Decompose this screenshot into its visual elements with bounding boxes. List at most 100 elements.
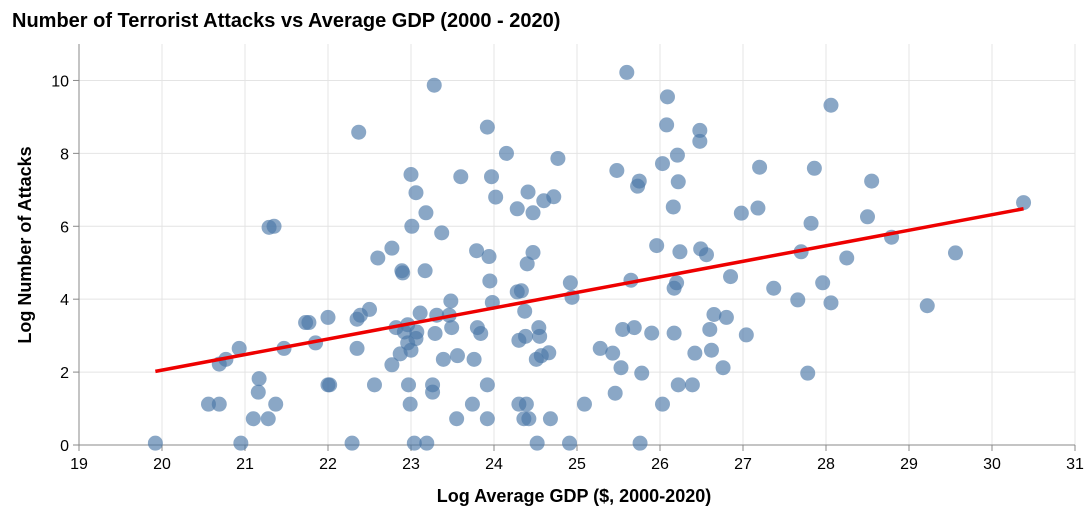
grid-lines — [78, 44, 1076, 446]
data-point — [344, 435, 360, 451]
y-tick-label: 4 — [60, 292, 69, 309]
y-tick-label: 0 — [60, 438, 69, 455]
data-point — [532, 328, 548, 344]
x-tick-label: 29 — [900, 456, 918, 473]
data-point — [525, 245, 541, 261]
trend-line — [155, 207, 1024, 374]
data-point — [260, 411, 276, 427]
data-point — [706, 306, 722, 322]
data-point — [541, 345, 557, 361]
data-point — [615, 321, 631, 337]
data-point — [395, 265, 411, 281]
data-point — [233, 435, 249, 451]
data-point — [464, 396, 480, 412]
x-axis-title: Log Average GDP ($, 2000-2020) — [437, 486, 711, 506]
data-point — [404, 218, 420, 234]
data-point — [529, 435, 545, 451]
x-tick-label: 26 — [651, 456, 669, 473]
data-point — [519, 256, 535, 272]
data-point — [479, 411, 495, 427]
data-point — [718, 309, 734, 325]
data-point — [692, 133, 708, 149]
data-point — [669, 147, 685, 163]
data-point — [434, 225, 450, 241]
data-point — [521, 411, 537, 427]
data-point — [672, 244, 688, 260]
data-point — [659, 89, 675, 105]
data-point — [301, 315, 317, 331]
data-point — [408, 185, 424, 201]
data-point — [211, 396, 227, 412]
data-point — [670, 174, 686, 190]
trend-line-group — [155, 207, 1024, 374]
data-point — [449, 411, 465, 427]
data-point — [322, 377, 338, 393]
data-point — [484, 169, 500, 185]
data-point — [823, 295, 839, 311]
data-point — [631, 173, 647, 189]
data-point — [666, 325, 682, 341]
data-point — [750, 200, 766, 216]
data-point — [443, 293, 459, 309]
y-tick-label: 2 — [60, 365, 69, 382]
chart-title: Number of Terrorist Attacks vs Average G… — [12, 10, 560, 32]
data-point — [362, 301, 377, 317]
data-point — [513, 283, 529, 299]
data-point — [518, 328, 534, 344]
data-point — [418, 205, 434, 221]
data-point — [402, 396, 418, 412]
y-axis-title: Log Number of Attacks — [15, 146, 35, 343]
data-point — [626, 320, 642, 336]
data-point — [684, 377, 700, 393]
data-point — [479, 119, 495, 135]
data-point — [412, 305, 428, 321]
data-point — [815, 275, 831, 291]
data-point — [417, 263, 433, 279]
data-point — [488, 189, 504, 205]
x-tick-label: 25 — [568, 456, 586, 473]
data-point — [644, 325, 660, 341]
data-point — [605, 345, 621, 361]
data-point — [384, 357, 400, 373]
data-point — [1016, 195, 1032, 211]
data-point — [419, 435, 435, 451]
data-point — [947, 245, 963, 261]
x-tick-label: 24 — [485, 456, 503, 473]
data-point — [366, 377, 382, 393]
data-point — [435, 351, 451, 367]
data-point — [576, 396, 592, 412]
data-point — [823, 97, 839, 113]
x-tick-label: 27 — [734, 456, 752, 473]
data-point — [245, 411, 261, 427]
data-point — [698, 247, 714, 263]
data-point — [806, 160, 822, 176]
data-point — [654, 156, 670, 172]
data-point — [147, 435, 163, 451]
data-point — [790, 292, 806, 308]
data-point — [370, 250, 386, 266]
data-point — [864, 173, 880, 189]
data-point — [320, 309, 336, 325]
x-tick-label: 19 — [70, 456, 88, 473]
data-point — [632, 435, 648, 451]
data-point — [738, 327, 754, 343]
y-tick-label: 6 — [60, 219, 69, 236]
data-point — [408, 331, 424, 347]
data-point — [687, 345, 703, 361]
data-point — [715, 360, 731, 376]
data-point — [550, 150, 566, 166]
x-tick-label: 23 — [402, 456, 420, 473]
data-point — [607, 385, 623, 401]
data-point — [766, 280, 782, 296]
data-point — [426, 77, 442, 93]
data-point — [518, 396, 534, 412]
data-point — [425, 384, 441, 400]
data-point — [406, 435, 422, 451]
x-tick-label: 21 — [236, 456, 254, 473]
data-point — [351, 124, 367, 140]
data-point — [919, 298, 935, 314]
x-tick-label: 30 — [983, 456, 1001, 473]
data-point — [692, 122, 708, 138]
data-point — [498, 145, 514, 161]
